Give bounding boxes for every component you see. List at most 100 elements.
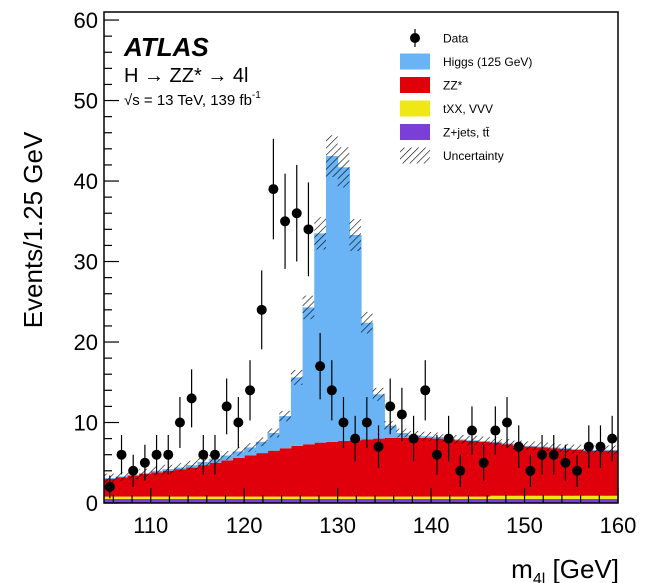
uncertainty-bin (337, 147, 350, 188)
bar-z-jets-tt- (209, 498, 222, 503)
data-point (490, 425, 501, 436)
legend-label: Uncertainty (443, 149, 504, 163)
uncertainty-bin (290, 369, 303, 385)
bar-z-jets-tt- (337, 498, 350, 503)
y-tick-label: 20 (74, 330, 98, 355)
bar-z-jets-tt- (267, 498, 280, 503)
bar-txx-vvv (349, 496, 362, 499)
bar-zz- (466, 441, 479, 497)
process-zz: ZZ* (164, 65, 207, 87)
bar-z-jets-tt- (582, 498, 596, 503)
bar-txx-vvv (174, 496, 187, 499)
data-point (431, 449, 442, 460)
data-point (128, 465, 139, 476)
uncertainty-bin (244, 443, 256, 452)
bar-zz- (407, 437, 421, 497)
legend-marker (410, 33, 420, 43)
data-point (245, 385, 256, 396)
bar-z-jets-tt- (244, 498, 257, 503)
data-point (373, 441, 384, 452)
bar-higgs-125-gev- (372, 394, 385, 439)
bar-txx-vvv (290, 496, 304, 499)
bar-z-jets-tt- (255, 498, 269, 503)
bar-txx-vvv (431, 496, 444, 499)
bar-txx-vvv (489, 495, 502, 499)
bar-txx-vvv (407, 496, 421, 499)
bar-zz- (197, 465, 210, 497)
bar-zz- (396, 437, 409, 497)
uncertainty-bin (255, 437, 268, 447)
data-points (104, 138, 618, 499)
bar-z-jets-tt- (162, 498, 175, 503)
bar-z-jets-tt- (325, 498, 339, 503)
bar-z-jets-tt- (606, 498, 618, 503)
bar-zz- (232, 457, 245, 497)
bar-z-jets-tt- (197, 498, 210, 503)
bar-zz- (314, 442, 327, 497)
x-tick-label: 140 (413, 513, 450, 538)
arrow-icon: → (207, 65, 227, 87)
bar-z-jets-tt- (477, 498, 491, 503)
bar-zz- (349, 440, 362, 497)
y-tick-label: 60 (74, 8, 98, 33)
bar-z-jets-tt- (524, 498, 537, 503)
uncertainty-bin (419, 431, 432, 441)
bar-txx-vvv (150, 496, 164, 499)
uncertainty-bin (361, 311, 373, 334)
x-tick-label: 150 (506, 513, 543, 538)
bar-z-jets-tt- (501, 498, 514, 503)
bar-txx-vvv (512, 495, 526, 499)
x-axis-title-sub: 4l (533, 571, 545, 583)
bar-z-jets-tt- (512, 498, 526, 503)
data-point (233, 417, 244, 428)
bar-zz- (501, 444, 514, 496)
bar-zz- (512, 445, 526, 496)
bar-higgs-125-gev- (361, 322, 374, 440)
bar-z-jets-tt- (454, 498, 467, 503)
data-point (595, 441, 606, 452)
bar-higgs-125-gev- (302, 307, 315, 445)
lumi-exponent: -1 (252, 90, 261, 101)
legend-label: tXX, VVV (443, 102, 493, 116)
data-point (139, 457, 150, 468)
bar-z-jets-tt- (139, 498, 152, 503)
legend-label: Z+jets, tt̄ (443, 126, 490, 140)
bar-zz- (361, 439, 374, 497)
uncertainty-bin (267, 428, 280, 438)
data-point (466, 425, 477, 436)
bar-z-jets-tt- (220, 498, 234, 503)
bar-zz- (442, 439, 456, 497)
data-point (478, 457, 489, 468)
bar-txx-vvv (232, 496, 245, 499)
bar-txx-vvv (454, 496, 467, 499)
bar-z-jets-tt- (302, 498, 315, 503)
bar-txx-vvv (372, 496, 385, 499)
plot-frame (103, 11, 619, 504)
legend-item: Uncertainty (400, 147, 504, 164)
data-point (268, 184, 279, 195)
bar-higgs-125-gev- (290, 377, 304, 446)
bar-txx-vvv (325, 496, 339, 499)
data-point (303, 224, 314, 235)
uncertainty-bin (571, 444, 583, 454)
bar-z-jets-tt- (279, 498, 292, 503)
data-point (338, 417, 349, 428)
bar-z-jets-tt- (349, 498, 362, 503)
bar-txx-vvv (162, 496, 175, 499)
bar-zz- (290, 445, 304, 497)
legend-label: Higgs (125 GeV) (443, 55, 532, 69)
data-point (455, 465, 466, 476)
bar-z-jets-tt- (174, 498, 187, 503)
bar-higgs-125-gev- (325, 156, 339, 442)
bar-txx-vvv (477, 496, 491, 499)
bar-z-jets-tt- (185, 498, 199, 503)
bar-txx-vvv (536, 495, 549, 499)
bar-txx-vvv (267, 496, 280, 499)
legend-label: ZZ* (443, 79, 463, 93)
bar-zz- (582, 450, 596, 496)
bar-txx-vvv (606, 495, 618, 499)
bar-z-jets-tt- (431, 498, 444, 503)
legend-item: tXX, VVV (400, 100, 493, 117)
data-point (326, 385, 337, 396)
bar-z-jets-tt- (232, 498, 245, 503)
